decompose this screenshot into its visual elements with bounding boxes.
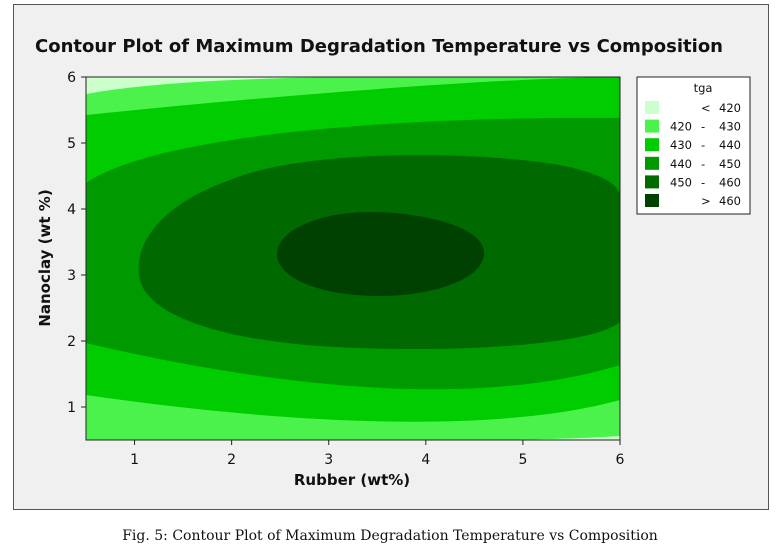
legend-entry-high: 440	[719, 138, 741, 152]
y-axis-label: Nanoclay (wt %)	[36, 189, 54, 326]
legend-entry-high: 460	[719, 194, 741, 208]
x-tick-label: 3	[324, 452, 333, 468]
y-tick-label: 2	[67, 334, 76, 350]
legend-swatch	[645, 138, 659, 152]
legend-swatch	[645, 175, 659, 189]
y-tick-label: 5	[67, 136, 76, 152]
legend-entry-high: 430	[719, 120, 741, 134]
legend-title: tga	[694, 81, 713, 95]
legend-entry-sep: -	[701, 120, 705, 134]
legend-entry-low: 450	[670, 175, 692, 189]
legend-entry-low: >	[701, 194, 711, 208]
legend-swatch	[645, 194, 659, 207]
legend-entry-high: 450	[719, 157, 741, 171]
legend-swatch	[645, 101, 659, 114]
x-tick-label: 4	[421, 452, 430, 468]
legend-swatch	[645, 119, 659, 133]
y-axis: 1 2 3 4 5 6	[67, 70, 86, 416]
legend-entry-high: 420	[719, 101, 741, 115]
legend-entry-sep: -	[701, 157, 705, 171]
contour-region	[277, 212, 484, 296]
legend-entry-sep: -	[701, 138, 705, 152]
legend-entry-low: <	[701, 101, 711, 115]
legend-swatch	[645, 156, 659, 170]
y-tick-label: 3	[67, 268, 76, 284]
y-tick-label: 6	[67, 70, 76, 86]
legend-entry-low: 420	[670, 120, 692, 134]
y-tick-label: 4	[67, 202, 76, 218]
x-tick-label: 1	[130, 452, 139, 468]
legend-entry-low: 440	[670, 157, 692, 171]
legend-entry-high: 460	[719, 175, 741, 189]
x-axis-label: Rubber (wt%)	[294, 471, 410, 489]
plot-border	[85, 76, 621, 441]
legend-entry-sep: -	[701, 175, 705, 189]
figure-caption: Fig. 5: Contour Plot of Maximum Degradat…	[122, 528, 658, 544]
x-tick-label: 2	[227, 452, 236, 468]
chart-title: Contour Plot of Maximum Degradation Temp…	[35, 36, 723, 57]
y-tick-label: 1	[67, 400, 76, 416]
x-tick-label: 5	[518, 452, 527, 468]
legend-entry-low: 430	[670, 138, 692, 152]
plot-area	[86, 77, 620, 440]
x-tick-label: 6	[616, 452, 625, 468]
x-axis: 1 2 3 4 5 6	[130, 440, 625, 468]
